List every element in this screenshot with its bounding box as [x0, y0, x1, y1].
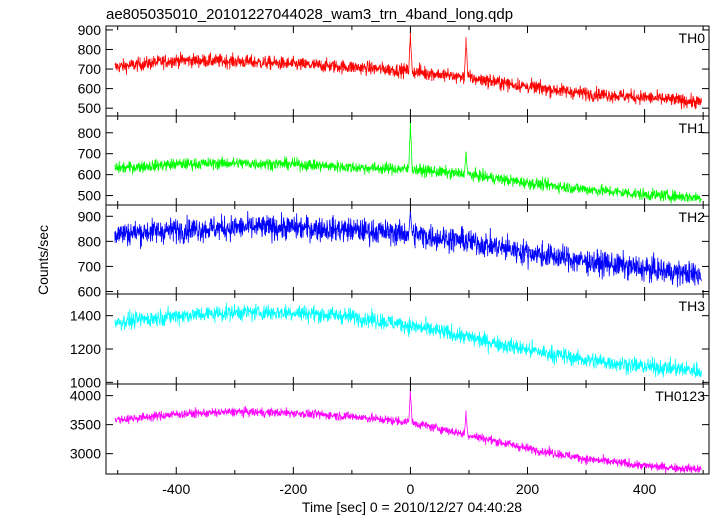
panel-th0: 500 600 700 800 900 TH0: [78, 22, 710, 117]
panel-frame: [105, 383, 710, 475]
y-tick-label: 800: [78, 41, 102, 57]
panel-th1: 500 600 700 800 TH1: [78, 115, 710, 206]
y-tick-label: 800: [78, 233, 102, 249]
y-axis-label: Counts/sec: [35, 225, 51, 295]
series-label-th3: TH3: [679, 298, 706, 314]
x-tick-label: 0: [407, 481, 415, 497]
series-line-th3: [114, 302, 702, 378]
panel-th0123: 3000 3500 4000 TH0123: [70, 383, 710, 475]
y-tick-label: 900: [78, 208, 102, 224]
series-line-th0: [114, 31, 702, 110]
y-tick-label: 500: [78, 188, 102, 204]
y-tick-label: 900: [78, 22, 102, 38]
series-label-th2: TH2: [679, 209, 706, 225]
y-tick-label: 700: [78, 258, 102, 274]
y-tick-label: 600: [78, 81, 102, 97]
y-tick-label: 700: [78, 61, 102, 77]
y-tick-label: 600: [78, 167, 102, 183]
x-tick-label: 200: [516, 481, 540, 497]
series-label-th1: TH1: [679, 120, 706, 136]
panel-frame: [105, 204, 710, 295]
x-tick-label: -200: [279, 481, 307, 497]
y-tick-label: 1200: [70, 341, 101, 357]
y-tick-label: 4000: [70, 388, 101, 404]
y-tick-label: 700: [78, 146, 102, 162]
panel-frame: [105, 293, 710, 385]
y-tick-label: 3500: [70, 417, 101, 433]
y-tick-label: 800: [78, 125, 102, 141]
y-tick-label: 1000: [70, 374, 101, 390]
x-tick-label: 400: [633, 481, 657, 497]
x-axis-label: Time [sec] 0 = 2010/12/27 04:40:28: [302, 499, 522, 515]
y-tick-label: 1400: [70, 308, 101, 324]
panels: 500 600 700 800 900 TH0 500 600 700 800 TH1 600 700 8…: [70, 22, 710, 497]
series-line-th1: [114, 118, 702, 204]
panel-th2: 600 700 800 900 TH2: [78, 204, 710, 299]
y-tick-label: 3000: [70, 446, 101, 462]
x-tick-label: -400: [162, 481, 190, 497]
series-line-th0123: [114, 388, 702, 474]
panel-frame: [105, 25, 710, 117]
series-label-th0: TH0: [679, 30, 706, 46]
series-label-th0123: TH0123: [655, 388, 705, 404]
y-tick-label: 600: [78, 283, 102, 299]
series-line-th2: [114, 210, 702, 288]
y-tick-label: 500: [78, 100, 102, 116]
panel-th3: 1000 1200 1400 TH3: [70, 293, 710, 390]
chart-title: ae805035010_20101227044028_wam3_trn_4ban…: [106, 6, 513, 23]
